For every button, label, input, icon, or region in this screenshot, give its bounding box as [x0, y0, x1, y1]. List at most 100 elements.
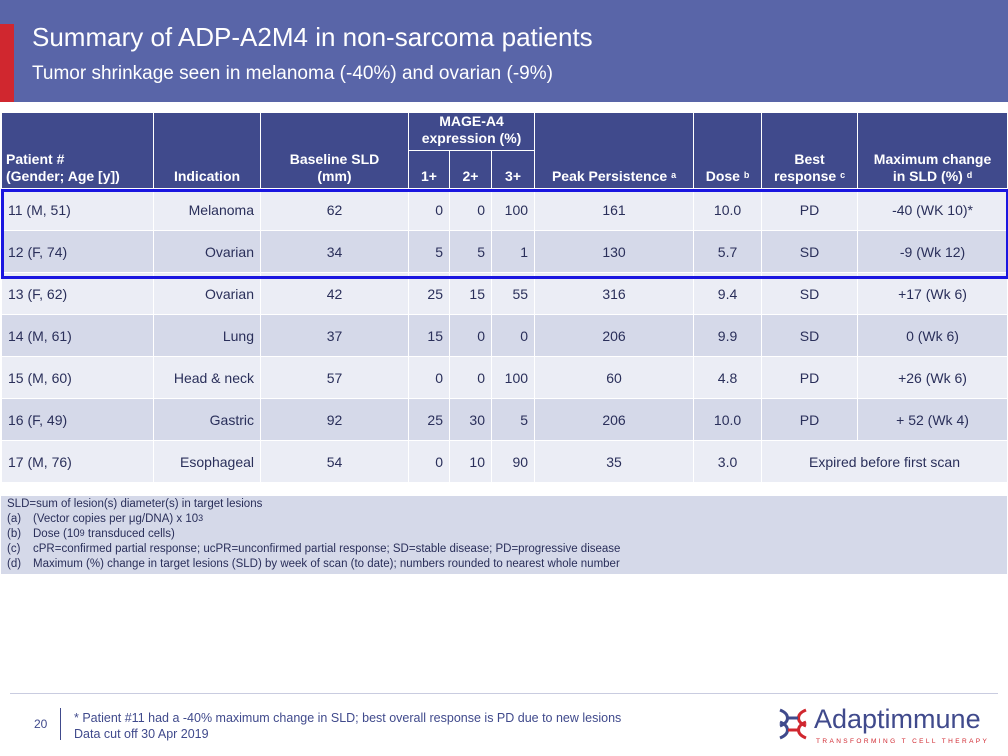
footnote-sld: SLD=sum of lesion(s) diameter(s) in targ… — [7, 498, 263, 510]
cell-mage-2: 10 — [449, 440, 492, 483]
cell-indication: Lung — [153, 314, 261, 357]
cell-mage-3: 5 — [490, 398, 536, 441]
cell-peak: 206 — [534, 314, 695, 357]
logo-tagline: TRANSFORMING T CELL THERAPY — [816, 738, 990, 745]
cell-mage-3: 1 — [490, 230, 536, 273]
cell-best: PD — [761, 188, 859, 231]
table-row: 11 (M, 51) Melanoma 62 0 0 100 161 10.0 … — [1, 188, 1008, 231]
header-baseline-sld: Baseline SLD (mm) — [260, 112, 409, 189]
title-bar: Summary of ADP-A2M4 in non-sarcoma patie… — [0, 0, 1008, 102]
logo-mark-icon — [779, 708, 807, 740]
cell-best: SD — [761, 230, 859, 273]
footnote-d: (d) Maximum (%) change in target lesions … — [7, 558, 620, 570]
cell-indication: Ovarian — [153, 230, 261, 273]
cell-mage-1: 5 — [408, 230, 450, 273]
cell-dose: 9.9 — [693, 314, 763, 357]
cell-dose: 10.0 — [693, 398, 763, 441]
page-number: 20 — [34, 717, 48, 731]
cell-peak: 316 — [534, 272, 695, 315]
slide-subtitle: Tumor shrinkage seen in melanoma (-40%) … — [32, 63, 553, 84]
table-row: 16 (F, 49) Gastric 92 25 30 5 206 10.0 P… — [1, 398, 1008, 441]
footer-note-line2: Data cut off 30 Apr 2019 — [74, 727, 209, 741]
footer-note: * Patient #11 had a -40% maximum change … — [74, 710, 621, 742]
cell-mage-3: 55 — [490, 272, 536, 315]
footnotes: SLD=sum of lesion(s) diameter(s) in targ… — [1, 496, 1007, 574]
header-mage-3plus: 3+ — [490, 150, 536, 189]
cell-max-change: -40 (WK 10)* — [857, 188, 1008, 231]
cell-mage-2: 30 — [449, 398, 492, 441]
cell-mage-1: 0 — [408, 356, 450, 399]
company-logo: Adaptimmune TRANSFORMING T CELL THERAPY — [776, 704, 1006, 748]
slide-title: Summary of ADP-A2M4 in non-sarcoma patie… — [32, 22, 593, 52]
cell-baseline: 62 — [260, 188, 409, 231]
footer-note-line1: * Patient #11 had a -40% maximum change … — [74, 711, 622, 725]
footnote-a: (a) (Vector copies per μg/DNA) x 103 — [7, 513, 204, 525]
cell-mage-1: 25 — [408, 272, 450, 315]
cell-indication: Head & neck — [153, 356, 261, 399]
cell-max-change: + 52 (Wk 4) — [857, 398, 1008, 441]
cell-max-change: 0 (Wk 6) — [857, 314, 1008, 357]
cell-mage-2: 0 — [449, 356, 492, 399]
cell-peak: 60 — [534, 356, 695, 399]
patient-summary-table: Patient # (Gender; Age [y]) Indication Ba… — [1, 112, 1008, 483]
cell-mage-3: 0 — [490, 314, 536, 357]
cell-best: PD — [761, 398, 859, 441]
cell-baseline: 34 — [260, 230, 409, 273]
cell-mage-3: 90 — [490, 440, 536, 483]
cell-best: SD — [761, 272, 859, 315]
cell-peak: 206 — [534, 398, 695, 441]
cell-max-change: +17 (Wk 6) — [857, 272, 1008, 315]
cell-mage-3: 100 — [490, 356, 536, 399]
red-accent-bar — [0, 24, 14, 102]
footer-vertical-divider — [60, 708, 61, 740]
cell-patient: 12 (F, 74) — [1, 230, 154, 273]
cell-baseline: 54 — [260, 440, 409, 483]
footnote-c: (c) cPR=confirmed partial response; ucPR=… — [7, 543, 621, 555]
table-row: 13 (F, 62) Ovarian 42 25 15 55 316 9.4 S… — [1, 272, 1008, 315]
table-row: 14 (M, 61) Lung 37 15 0 0 206 9.9 SD 0 (… — [1, 314, 1008, 357]
cell-peak: 130 — [534, 230, 695, 273]
cell-mage-1: 0 — [408, 188, 450, 231]
cell-patient: 16 (F, 49) — [1, 398, 154, 441]
cell-mage-1: 25 — [408, 398, 450, 441]
cell-patient: 14 (M, 61) — [1, 314, 154, 357]
cell-expired-note: Expired before first scan — [761, 440, 1008, 483]
cell-mage-2: 5 — [449, 230, 492, 273]
cell-indication: Melanoma — [153, 188, 261, 231]
cell-mage-2: 15 — [449, 272, 492, 315]
cell-indication: Ovarian — [153, 272, 261, 315]
cell-patient: 17 (M, 76) — [1, 440, 154, 483]
header-peak-persistence: Peak Persistence a — [534, 112, 695, 189]
cell-baseline: 57 — [260, 356, 409, 399]
header-mage-a4: MAGE-A4 expression (%) — [407, 112, 536, 151]
cell-dose: 5.7 — [693, 230, 763, 273]
cell-baseline: 37 — [260, 314, 409, 357]
cell-best: PD — [761, 356, 859, 399]
logo-wordmark: Adaptimmune — [814, 704, 981, 734]
cell-dose: 9.4 — [693, 272, 763, 315]
cell-indication: Gastric — [153, 398, 261, 441]
header-mage-2plus: 2+ — [449, 150, 492, 189]
cell-patient: 13 (F, 62) — [1, 272, 154, 315]
cell-mage-1: 15 — [408, 314, 450, 357]
cell-mage-1: 0 — [408, 440, 450, 483]
cell-peak: 35 — [534, 440, 695, 483]
cell-mage-3: 100 — [490, 188, 536, 231]
cell-best: SD — [761, 314, 859, 357]
table-row: 12 (F, 74) Ovarian 34 5 5 1 130 5.7 SD -… — [1, 230, 1008, 273]
table-row: 15 (M, 60) Head & neck 57 0 0 100 60 4.8… — [1, 356, 1008, 399]
cell-baseline: 92 — [260, 398, 409, 441]
cell-dose: 3.0 — [693, 440, 763, 483]
header-patient: Patient # (Gender; Age [y]) — [1, 112, 154, 189]
table-row: 17 (M, 76) Esophageal 54 0 10 90 35 3.0 … — [1, 440, 1008, 483]
cell-peak: 161 — [534, 188, 695, 231]
cell-mage-2: 0 — [449, 314, 492, 357]
cell-dose: 10.0 — [693, 188, 763, 231]
footnote-b: (b) Dose (109 transduced cells) — [7, 528, 175, 540]
cell-mage-2: 0 — [449, 188, 492, 231]
cell-indication: Esophageal — [153, 440, 261, 483]
header-dose: Dose b — [693, 112, 763, 189]
header-indication: Indication — [153, 112, 261, 189]
cell-patient: 15 (M, 60) — [1, 356, 154, 399]
cell-max-change: +26 (Wk 6) — [857, 356, 1008, 399]
